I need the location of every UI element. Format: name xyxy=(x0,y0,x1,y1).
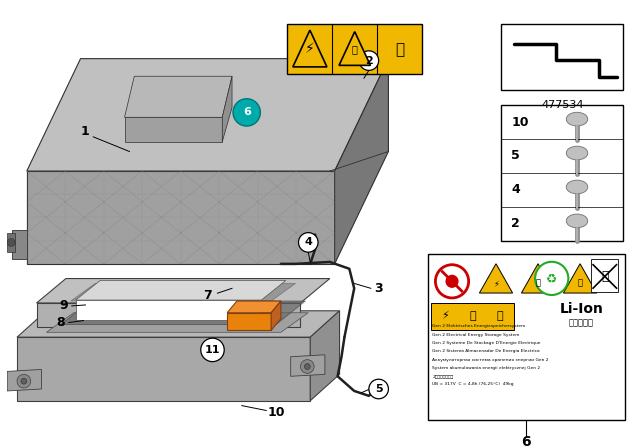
Text: 10: 10 xyxy=(511,116,529,129)
Polygon shape xyxy=(46,313,308,332)
Text: 10: 10 xyxy=(268,406,285,419)
Text: 5: 5 xyxy=(375,384,383,394)
Polygon shape xyxy=(12,230,27,259)
Bar xyxy=(431,303,513,330)
Text: 2代電能存储系統: 2代電能存储系統 xyxy=(433,374,454,378)
Text: 477534: 477534 xyxy=(541,100,584,110)
Text: Gen 2 Sistema Almacenador De Energia Electrica: Gen 2 Sistema Almacenador De Energia Ele… xyxy=(433,349,540,353)
Text: 5: 5 xyxy=(511,150,520,163)
Text: Gen 2 Electrical Energy Storage System: Gen 2 Electrical Energy Storage System xyxy=(433,332,520,336)
Text: Gen 2 Systeme De Stockage D'Energie Electrique: Gen 2 Systeme De Stockage D'Energie Elec… xyxy=(433,341,541,345)
Polygon shape xyxy=(76,300,261,319)
Polygon shape xyxy=(76,280,286,300)
Circle shape xyxy=(233,99,260,126)
Text: UB = 317V  C = 4,8h (76,25°C)  49kg: UB = 317V C = 4,8h (76,25°C) 49kg xyxy=(433,383,514,387)
Polygon shape xyxy=(27,171,335,264)
Text: 1: 1 xyxy=(81,125,90,138)
Text: 7: 7 xyxy=(204,289,212,302)
Text: ⚡: ⚡ xyxy=(442,311,449,322)
Polygon shape xyxy=(522,264,555,293)
Text: Аккумуляторная система хранения энергии Gen 2: Аккумуляторная система хранения энергии … xyxy=(433,358,549,362)
Polygon shape xyxy=(479,264,513,293)
Polygon shape xyxy=(293,30,327,67)
Polygon shape xyxy=(61,301,305,324)
Ellipse shape xyxy=(566,180,588,194)
Polygon shape xyxy=(27,59,388,171)
Text: System akumulowania energii elektrycznej Gen 2: System akumulowania energii elektrycznej… xyxy=(433,366,541,370)
Polygon shape xyxy=(125,117,222,142)
Text: 11: 11 xyxy=(205,345,220,355)
Text: 2: 2 xyxy=(511,217,520,230)
Text: Li-Ion: Li-Ion xyxy=(559,302,604,316)
Polygon shape xyxy=(310,311,340,401)
Circle shape xyxy=(435,265,468,298)
Text: 4: 4 xyxy=(511,183,520,196)
Circle shape xyxy=(298,233,318,252)
Text: ✋: ✋ xyxy=(497,311,503,322)
Text: 6: 6 xyxy=(243,108,251,117)
Polygon shape xyxy=(227,313,271,330)
Polygon shape xyxy=(340,54,369,64)
Text: ♻: ♻ xyxy=(546,272,557,285)
Text: ✋: ✋ xyxy=(395,42,404,57)
Ellipse shape xyxy=(566,146,588,160)
Polygon shape xyxy=(227,301,281,313)
Polygon shape xyxy=(7,370,42,391)
Circle shape xyxy=(21,378,27,384)
Circle shape xyxy=(7,238,15,246)
Circle shape xyxy=(535,262,568,295)
Circle shape xyxy=(359,51,379,70)
Circle shape xyxy=(17,375,31,388)
Text: 📋: 📋 xyxy=(536,279,541,288)
Circle shape xyxy=(300,360,314,373)
Polygon shape xyxy=(71,284,296,301)
Text: 6: 6 xyxy=(522,435,531,448)
Polygon shape xyxy=(36,279,330,303)
Text: 2: 2 xyxy=(365,56,372,65)
Polygon shape xyxy=(271,301,281,330)
Text: 9: 9 xyxy=(60,299,68,312)
Bar xyxy=(428,254,625,420)
Bar xyxy=(591,259,618,292)
Circle shape xyxy=(201,338,224,362)
Polygon shape xyxy=(17,337,310,401)
Text: 锂离子电池: 锂离子电池 xyxy=(569,318,594,327)
Text: ⚡: ⚡ xyxy=(493,279,499,288)
Text: 3: 3 xyxy=(374,282,383,295)
Text: Gen 2 Elektrisches Energiespeichersystem: Gen 2 Elektrisches Energiespeichersystem xyxy=(433,324,525,328)
Polygon shape xyxy=(7,233,15,252)
Bar xyxy=(287,24,422,74)
Text: ⚡: ⚡ xyxy=(305,42,315,56)
Polygon shape xyxy=(125,76,232,117)
Text: 📖: 📖 xyxy=(469,311,476,322)
Text: 8: 8 xyxy=(57,316,65,329)
Bar xyxy=(501,105,623,241)
Text: 🗑: 🗑 xyxy=(601,270,609,283)
Text: 📖: 📖 xyxy=(352,44,358,54)
Circle shape xyxy=(369,379,388,399)
Polygon shape xyxy=(36,303,300,327)
Circle shape xyxy=(446,276,458,287)
Text: 4: 4 xyxy=(305,237,312,247)
Polygon shape xyxy=(17,311,340,337)
Ellipse shape xyxy=(566,214,588,228)
Text: ✋: ✋ xyxy=(577,279,582,288)
Bar xyxy=(501,24,623,90)
Circle shape xyxy=(305,364,310,370)
Polygon shape xyxy=(339,32,371,65)
Polygon shape xyxy=(291,355,325,376)
Polygon shape xyxy=(222,76,232,142)
Polygon shape xyxy=(335,59,388,264)
Polygon shape xyxy=(563,264,596,293)
Ellipse shape xyxy=(566,112,588,126)
